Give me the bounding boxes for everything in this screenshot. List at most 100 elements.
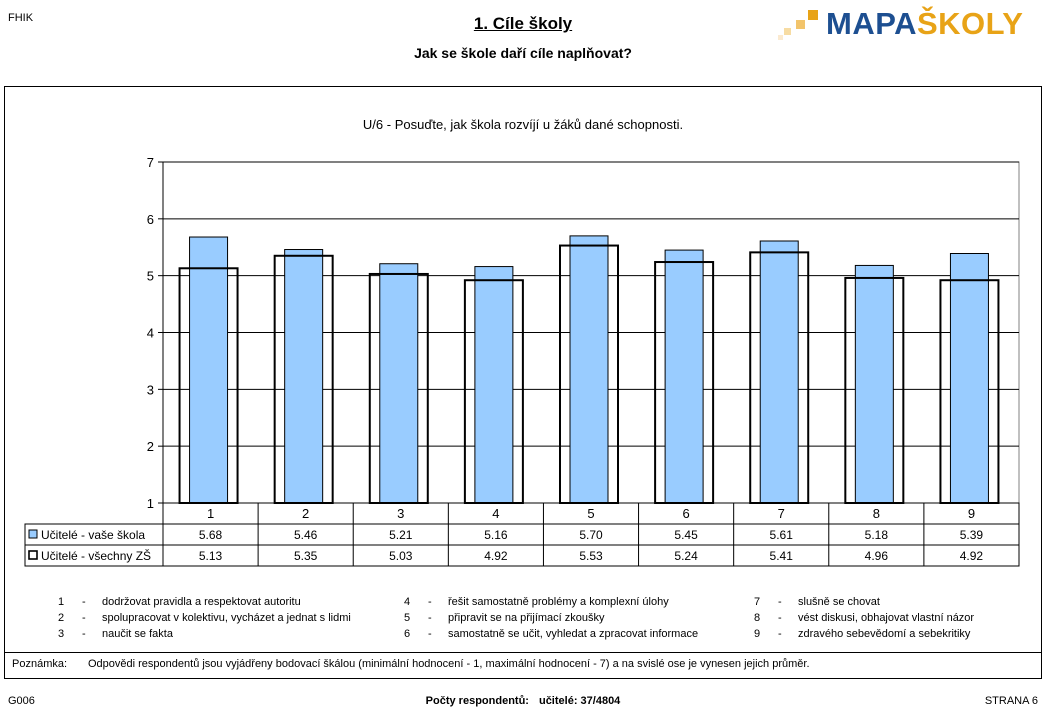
- bar-vase-skola: [284, 249, 324, 504]
- legend-label: Učitelé - vaše škola: [41, 528, 145, 542]
- category-note-separator: -: [82, 612, 86, 624]
- logo-square-icon: [796, 20, 805, 29]
- category-note-separator: -: [428, 628, 432, 640]
- category-note-separator: -: [428, 596, 432, 608]
- bar-vase-skola: [759, 240, 799, 504]
- data-label: 4.96: [865, 549, 889, 563]
- category-note-number: 9: [754, 628, 761, 640]
- category-note-separator: -: [778, 596, 782, 608]
- data-label: 5.61: [770, 528, 794, 542]
- logo-text: MAPAŠKOLY: [826, 6, 1023, 42]
- respondent-counts-value: učitelé: 37/4804: [538, 695, 621, 707]
- data-label: 4.92: [960, 549, 984, 563]
- data-label: 5.45: [674, 528, 698, 542]
- category-note-text: řešit samostatně problémy a komplexní úl…: [448, 596, 669, 608]
- y-tick-label: 3: [147, 382, 154, 397]
- category-note: 4 - řešit samostatně problémy a komplexní …: [404, 596, 669, 608]
- logo: MAPAŠKOLY: [778, 6, 1040, 46]
- category-note: 6 - samostatně se učit, vyhledat a zpracov…: [404, 628, 698, 640]
- note-label: Poznámka:: [12, 658, 68, 670]
- legend-swatch: [28, 550, 38, 560]
- bar-vase-skola: [569, 235, 609, 504]
- category-note: 2 - spolupracovat v kolektivu, vycházet a …: [58, 612, 351, 624]
- page-title: 1. Cíle školy: [473, 14, 573, 33]
- data-label: 4.92: [484, 549, 508, 563]
- bar-vase-skola: [189, 236, 229, 504]
- y-tick-label: 6: [147, 212, 154, 227]
- category-note-number: 4: [404, 596, 411, 608]
- bar-vase-skola: [474, 266, 514, 504]
- data-label: 5.21: [389, 528, 413, 542]
- bar-vase-skola: [379, 263, 419, 504]
- category-note-separator: -: [778, 628, 782, 640]
- bar-vase-skola: [854, 264, 894, 504]
- data-label: 5.70: [579, 528, 603, 542]
- category-note: 7 - slušně se chovat: [754, 596, 880, 608]
- data-label: 5.03: [389, 549, 413, 563]
- category-note-text: zdravého sebevědomí a sebekritiky: [798, 628, 971, 640]
- category-note-separator: -: [428, 612, 432, 624]
- y-tick-label: 4: [147, 326, 154, 341]
- chart-frame: [4, 86, 1042, 679]
- category-note-text: vést diskusi, obhajovat vlastní názor: [798, 612, 975, 624]
- category-note-number: 6: [404, 628, 411, 640]
- chart-title: U/6 - Posuďte, jak škola rozvíjí u žáků …: [362, 117, 684, 132]
- data-label: 5.18: [865, 528, 889, 542]
- x-category-label: 3: [397, 506, 404, 521]
- x-category-label: 1: [207, 506, 214, 521]
- category-note: 5 - připravit se na přijímací zkoušky: [404, 612, 605, 624]
- y-tick-label: 5: [147, 269, 154, 284]
- x-category-label: 7: [778, 506, 785, 521]
- x-category-label: 5: [587, 506, 594, 521]
- report-code: FHIK: [8, 12, 34, 24]
- y-tick-label: 2: [147, 439, 154, 454]
- category-note-number: 3: [58, 628, 65, 640]
- category-note-text: samostatně se učit, vyhledat a zpracovat…: [448, 628, 699, 640]
- x-category-label: 2: [302, 506, 309, 521]
- footer-code: G006: [8, 695, 35, 707]
- logo-text-accent: ŠKOLY: [916, 6, 1024, 41]
- note-text: Odpovědi respondentů jsou vyjádřeny bodo…: [88, 658, 810, 670]
- category-note-number: 8: [754, 612, 761, 624]
- logo-square-icon: [808, 10, 818, 20]
- data-label: 5.68: [199, 528, 223, 542]
- page-number: STRANA 6: [984, 695, 1038, 707]
- x-category-label: 4: [492, 506, 499, 521]
- category-note-text: dodržovat pravidla a respektovat autorit…: [102, 596, 301, 608]
- x-category-label: 8: [873, 506, 880, 521]
- respondent-counts: Počty respondentů: učitelé: 37/4804: [0, 695, 1046, 707]
- y-tick-label: 7: [147, 155, 154, 170]
- logo-text-main: MAPA: [826, 6, 917, 41]
- x-category-label: 6: [682, 506, 689, 521]
- respondent-counts-label: Počty respondentů:: [425, 695, 529, 707]
- category-note: 1 - dodržovat pravidla a respektovat autor…: [58, 596, 301, 608]
- category-note-separator: -: [778, 612, 782, 624]
- y-tick-label: 1: [147, 496, 154, 511]
- data-label: 5.16: [484, 528, 508, 542]
- category-note-separator: -: [82, 628, 86, 640]
- data-label: 5.35: [294, 549, 318, 563]
- data-label: 5.46: [294, 528, 318, 542]
- bar-vase-skola: [664, 249, 704, 504]
- page-subtitle: Jak se škole daří cíle naplňovat?: [414, 45, 632, 61]
- data-label: 5.13: [199, 549, 223, 563]
- category-note-text: naučit se fakta: [102, 628, 173, 640]
- category-note-text: spolupracovat v kolektivu, vycházet a je…: [102, 612, 351, 624]
- data-label: 5.53: [579, 549, 603, 563]
- category-note: 9 - zdravého sebevědomí a sebekritiky: [754, 628, 970, 640]
- legend-swatch: [28, 529, 38, 539]
- category-note-number: 5: [404, 612, 411, 624]
- logo-square-icon: [784, 28, 791, 35]
- legend-label: Učitelé - všechny ZŠ: [41, 548, 151, 563]
- category-note-number: 1: [58, 596, 65, 608]
- logo-square-icon: [778, 35, 783, 40]
- category-note-text: připravit se na přijímací zkoušky: [448, 612, 605, 624]
- bar-vase-skola: [949, 253, 989, 504]
- data-label: 5.39: [960, 528, 984, 542]
- category-note-number: 7: [754, 596, 761, 608]
- category-note-number: 2: [58, 612, 65, 624]
- note-box: [4, 652, 1042, 679]
- category-note-text: slušně se chovat: [798, 596, 880, 608]
- data-label: 5.24: [674, 549, 698, 563]
